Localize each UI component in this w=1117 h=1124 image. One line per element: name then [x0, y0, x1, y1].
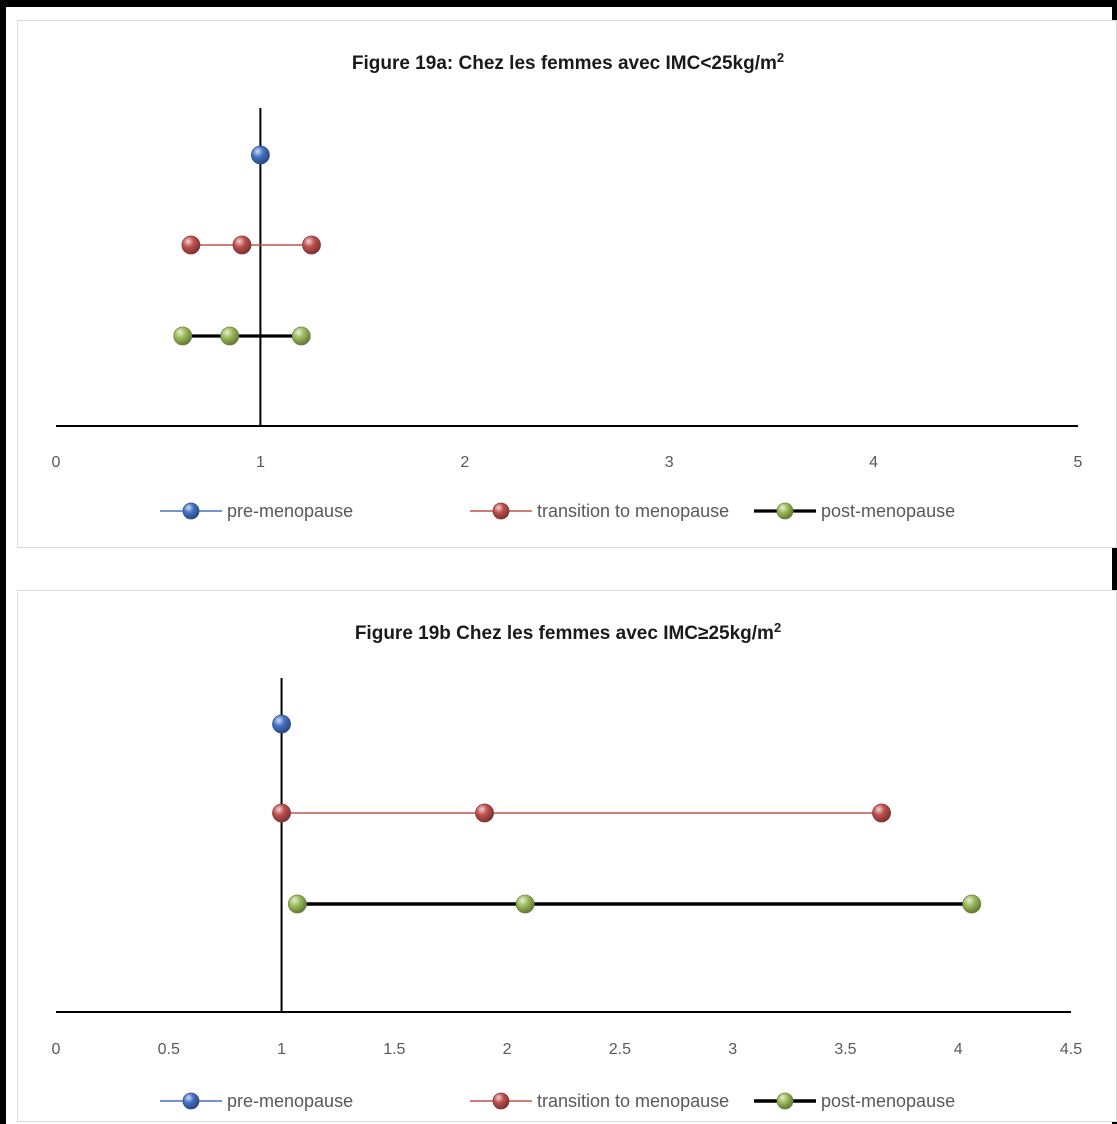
chart-svg: Figure 19b Chez les femmes avec IMC≥25kg… [52, 620, 1083, 1111]
x-tick-label: 1.5 [383, 1041, 405, 1058]
data-point [872, 803, 891, 823]
green-sphere-icon [776, 1092, 794, 1110]
x-tick-label: 4.5 [1060, 1041, 1082, 1058]
chart-title: Figure 19b Chez les femmes avec IMC≥25kg… [355, 620, 781, 644]
data-point [287, 894, 307, 914]
x-tick-label: 0.5 [158, 1041, 180, 1058]
x-tick-label: 4 [954, 1041, 963, 1058]
legend-label: post-menopause [821, 1091, 955, 1111]
x-tick-label: 0 [52, 1041, 61, 1058]
x-tick-label: 0 [52, 454, 61, 471]
x-tick-label: 4 [869, 454, 878, 471]
data-point [232, 235, 252, 255]
chart-19a: Figure 19a: Chez les femmes avec IMC<25k… [17, 20, 1117, 548]
x-tick-label: 2 [460, 454, 469, 471]
x-tick-label: 5 [1074, 454, 1083, 471]
data-point [173, 326, 193, 346]
data-point [475, 803, 494, 823]
x-tick-label: 1 [256, 454, 265, 471]
legend-entry: transition to menopause [470, 1091, 729, 1111]
blue-sphere-icon [182, 502, 200, 520]
blue-sphere-icon [182, 1092, 200, 1110]
legend-label: transition to menopause [537, 501, 729, 521]
x-tick-label: 2 [503, 1041, 512, 1058]
chart-19b: Figure 19b Chez les femmes avec IMC≥25kg… [17, 590, 1117, 1122]
x-tick-label: 1 [277, 1041, 286, 1058]
legend-entry: pre-menopause [160, 1091, 353, 1111]
legend-entry: transition to menopause [470, 501, 729, 521]
data-point [181, 235, 201, 255]
legend-label: pre-menopause [227, 501, 353, 521]
data-point [272, 803, 291, 823]
red-sphere-icon [492, 1092, 510, 1110]
data-point [962, 894, 982, 914]
x-tick-label: 2.5 [609, 1041, 631, 1058]
chart-svg: Figure 19a: Chez les femmes avec IMC<25k… [52, 50, 1083, 521]
data-point [272, 714, 291, 734]
x-tick-label: 3.5 [834, 1041, 856, 1058]
legend-label: post-menopause [821, 501, 955, 521]
green-sphere-icon [776, 502, 794, 520]
data-point [302, 235, 321, 255]
legend-entry: post-menopause [754, 501, 955, 521]
legend-entry: pre-menopause [160, 501, 353, 521]
chart-title: Figure 19a: Chez les femmes avec IMC<25k… [352, 50, 784, 74]
data-point [250, 145, 270, 165]
data-point [291, 326, 311, 346]
data-point [220, 326, 240, 346]
legend-entry: post-menopause [754, 1091, 955, 1111]
x-tick-label: 3 [665, 454, 674, 471]
legend-label: pre-menopause [227, 1091, 353, 1111]
red-sphere-icon [492, 502, 510, 520]
data-point [515, 894, 535, 914]
x-tick-label: 3 [728, 1041, 737, 1058]
legend-label: transition to menopause [537, 1091, 729, 1111]
